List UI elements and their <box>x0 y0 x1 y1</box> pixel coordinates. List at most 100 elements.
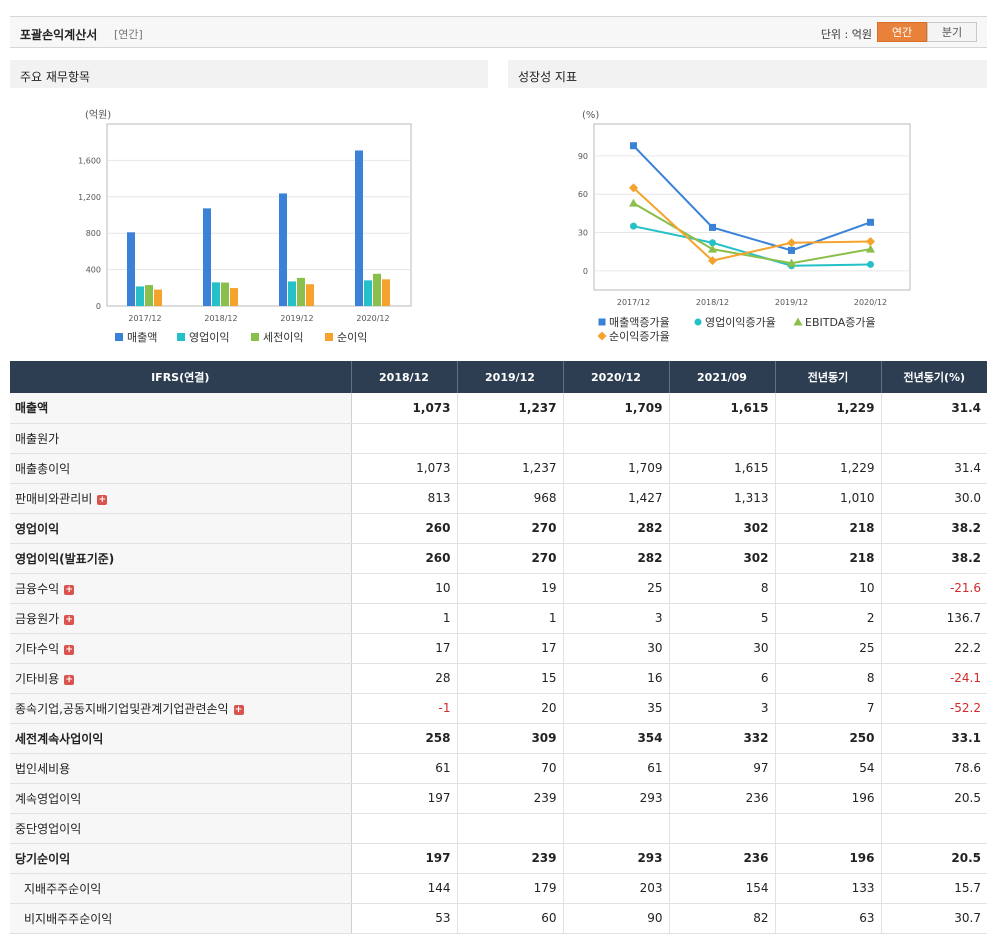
bar-chart-legend-swatch <box>115 333 123 341</box>
bar-chart-legend-swatch <box>325 333 333 341</box>
table-cell: 31.4 <box>881 453 987 484</box>
table-row: 기타수익 +17 17 30 30 25 22.2 <box>10 633 987 664</box>
bar-chart-container: (억원) 0 400 800 1,200 1,600 2017/12 2018/12 2019/… <box>10 90 488 352</box>
line-chart-point <box>709 239 716 247</box>
line-chart-unit-label: (%) <box>582 110 599 121</box>
row-label: 금융수익 + <box>10 573 352 604</box>
row-label: 금융원가 + <box>10 603 352 634</box>
table-cell <box>351 423 458 454</box>
expand-plus-icon[interactable]: + <box>64 584 75 595</box>
table-cell: 258 <box>351 722 458 754</box>
line-chart-point <box>598 318 606 326</box>
bar-chart-y-tick: 0 <box>96 302 101 311</box>
table-cell: 1,073 <box>351 393 458 424</box>
row-label-text: 종속기업,공동지배기업및관계기업관련손익 <box>15 701 229 716</box>
table-cell: 10 <box>775 573 882 604</box>
line-chart-series-line <box>633 225 871 267</box>
table-cell: 25 <box>563 573 670 604</box>
line-chart-series-line <box>632 187 871 262</box>
annual-toggle-button[interactable]: 연간 <box>877 22 927 42</box>
bar-chart-bar <box>154 289 162 306</box>
table-cell: 8 <box>775 663 882 694</box>
table-header-period: 2021/09 <box>669 361 776 393</box>
row-label: 영업이익(발표기준) <box>10 543 352 574</box>
row-label-text: 기타수익 <box>15 641 60 656</box>
line-chart-point <box>787 238 796 248</box>
table-cell: 302 <box>669 512 776 544</box>
bar-chart-legend-swatch <box>177 333 185 341</box>
table-row: 기타비용 +28 15 16 6 8 -24.1 <box>10 663 987 694</box>
table-row: 매출원가 <box>10 423 987 454</box>
table-row: 세전계속사업이익 258 309 354 332 250 33.1 <box>10 722 987 754</box>
period-toggle: 연간 분기 <box>877 22 977 42</box>
quarter-toggle-button[interactable]: 분기 <box>927 22 977 42</box>
expand-plus-icon[interactable]: + <box>64 644 75 655</box>
table-cell: 133 <box>775 873 882 904</box>
line-chart-series-line <box>632 145 871 252</box>
table-cell: 1,313 <box>669 483 776 514</box>
table-cell: 15.7 <box>881 873 987 904</box>
row-label-text: 매출총이익 <box>15 461 71 476</box>
table-cell: 1,229 <box>775 453 882 484</box>
table-row: 당기순이익 197 239 293 236 196 20.5 <box>10 843 987 874</box>
bar-chart-y-tick: 400 <box>86 266 101 275</box>
left-panel-title: 주요 재무항목 <box>10 60 488 88</box>
row-label-text: 금융수익 <box>15 581 60 596</box>
table-header-period: 2019/12 <box>457 361 564 393</box>
expand-plus-icon[interactable]: + <box>64 614 75 625</box>
table-cell: 1,427 <box>563 483 670 514</box>
table-cell: 236 <box>669 783 776 814</box>
table-cell: 250 <box>775 722 882 754</box>
table-cell: 1,237 <box>457 393 564 424</box>
table-cell: 813 <box>351 483 458 514</box>
table-cell: 6 <box>669 663 776 694</box>
table-cell: 5 <box>669 603 776 634</box>
table-cell: 144 <box>351 873 458 904</box>
bar-chart-legend-swatch <box>251 333 259 341</box>
line-chart-point <box>866 236 875 246</box>
table-cell: 30 <box>669 633 776 664</box>
table-cell: 70 <box>457 753 564 784</box>
row-label: 판매비와관리비 + <box>10 483 352 514</box>
table-cell: 309 <box>457 722 564 754</box>
table-cell: 54 <box>775 753 882 784</box>
row-label-text: 기타비용 <box>15 671 60 686</box>
line-chart-series-line <box>632 202 871 265</box>
bar-chart-legend-label: 영업이익 <box>189 331 229 344</box>
line-chart-point <box>629 183 638 193</box>
table-cell: 22.2 <box>881 633 987 664</box>
line-chart-y-tick: 30 <box>578 229 588 238</box>
table-cell <box>881 813 987 844</box>
row-label: 계속영업이익 <box>10 783 352 814</box>
table-cell: -24.1 <box>881 663 987 694</box>
table-cell: 38.2 <box>881 543 987 574</box>
row-label-text: 법인세비용 <box>15 761 71 776</box>
row-label: 매출원가 <box>10 423 352 454</box>
line-chart-point <box>788 246 795 254</box>
bar-chart-bar <box>382 279 390 306</box>
table-cell: 293 <box>563 783 670 814</box>
line-chart-legend-label: 영업이익증가율 <box>705 316 776 329</box>
bar-chart-bar <box>279 193 287 306</box>
bar-chart-bar <box>145 285 153 306</box>
table-row: 지배주주순이익 144 179 203 154 133 15.7 <box>10 873 987 904</box>
expand-plus-icon[interactable]: + <box>64 674 75 685</box>
table-cell: 78.6 <box>881 753 987 784</box>
table-cell: 1 <box>457 603 564 634</box>
table-cell <box>351 813 458 844</box>
table-cell: 16 <box>563 663 670 694</box>
row-label-text: 세전계속사업이익 <box>15 731 104 746</box>
table-cell: 260 <box>351 543 458 574</box>
table-cell: 53 <box>351 903 458 934</box>
row-label-text: 계속영업이익 <box>15 791 82 806</box>
expand-plus-icon[interactable]: + <box>233 704 244 715</box>
row-label-text: 매출액 <box>15 401 49 416</box>
expand-plus-icon[interactable]: + <box>97 494 108 505</box>
line-chart-x-tick: 2017/12 <box>617 298 650 307</box>
table-cell: 968 <box>457 483 564 514</box>
table-header-row: IFRS(연결) 2018/12 2019/12 2020/12 2021/09 전년동기… <box>10 361 987 393</box>
line-chart-legend-label: 매출액증가율 <box>609 316 670 329</box>
table-body: 매출액 1,073 1,237 1,709 1,615 1,229 31.4 매출원가 매출총이… <box>10 393 987 934</box>
table-cell <box>563 423 670 454</box>
row-label-text: 매출원가 <box>15 431 60 446</box>
